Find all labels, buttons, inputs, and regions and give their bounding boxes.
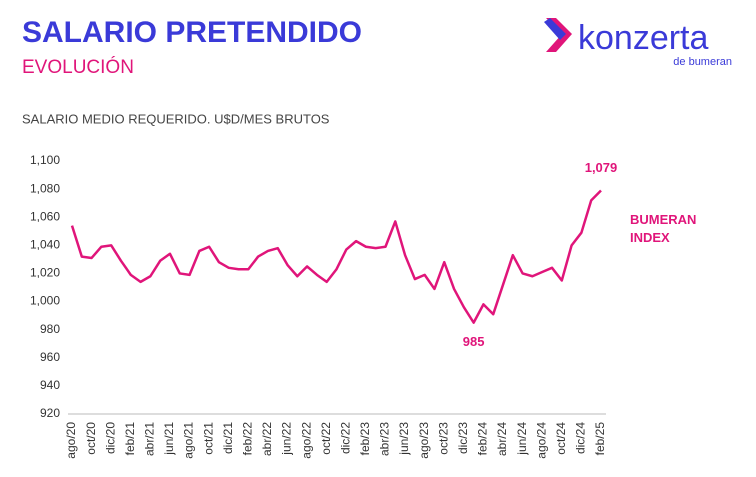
x-tick-label: feb/21	[123, 422, 137, 456]
x-tick-label: dic/23	[456, 422, 470, 454]
x-tick-label: ago/23	[417, 422, 431, 459]
logo-icon-part	[544, 18, 566, 40]
y-tick-label: 1,080	[30, 181, 60, 195]
y-tick-label: 1,040	[30, 238, 60, 252]
data-label: 985	[463, 334, 485, 349]
chart-title: SALARIO MEDIO REQUERIDO. U$D/MES BRUTOS	[22, 111, 330, 126]
x-tick-label: feb/23	[358, 422, 372, 456]
x-tick-label: abr/21	[143, 422, 157, 456]
x-tick-label: feb/24	[476, 422, 490, 456]
legend-label: BUMERAN INDEX	[630, 212, 697, 245]
x-tick-label: dic/22	[338, 422, 352, 454]
x-tick-label: dic/21	[221, 422, 235, 454]
page-subtitle: EVOLUCIÓN	[22, 56, 134, 78]
x-tick-label: ago/21	[182, 422, 196, 459]
x-tick-label: oct/24	[554, 422, 568, 455]
series-line	[70, 189, 602, 324]
x-tick-label: ago/20	[64, 422, 78, 459]
x-tick-label: oct/20	[84, 422, 98, 455]
logo-brand: konzerta	[578, 19, 708, 57]
y-tick-label: 1,100	[30, 153, 60, 167]
logo-sub: de bumeran	[673, 56, 732, 68]
x-tick-label: abr/23	[378, 422, 392, 456]
x-tick-label: feb/22	[241, 422, 255, 456]
y-tick-label: 1,060	[30, 209, 60, 223]
y-tick-label: 960	[40, 350, 60, 364]
x-tick-label: dic/20	[103, 422, 117, 454]
logo-icon	[546, 18, 572, 52]
y-tick-label: 1,020	[30, 266, 60, 280]
y-tick-label: 1,000	[30, 294, 60, 308]
x-tick-label: oct/23	[436, 422, 450, 455]
x-tick-label: jun/23	[397, 422, 411, 456]
x-tick-label: ago/24	[534, 422, 548, 459]
x-tick-label: oct/21	[201, 422, 215, 455]
x-tick-label: abr/22	[260, 422, 274, 456]
x-tick-label: abr/24	[495, 422, 509, 456]
data-label: 1,079	[585, 160, 618, 175]
x-tick-label: jun/21	[162, 422, 176, 456]
x-tick-label: dic/24	[574, 422, 588, 454]
y-tick-label: 940	[40, 378, 60, 392]
x-tick-label: feb/25	[593, 422, 607, 456]
x-tick-label: jun/24	[515, 422, 529, 456]
logo: konzerta de bumeran	[544, 18, 732, 68]
x-tick-label: oct/22	[319, 422, 333, 455]
x-tick-label: jun/22	[280, 422, 294, 456]
y-tick-label: 920	[40, 406, 60, 420]
x-tick-label: ago/22	[299, 422, 313, 459]
page-title: SALARIO PRETENDIDO	[22, 16, 362, 49]
y-tick-label: 980	[40, 322, 60, 336]
